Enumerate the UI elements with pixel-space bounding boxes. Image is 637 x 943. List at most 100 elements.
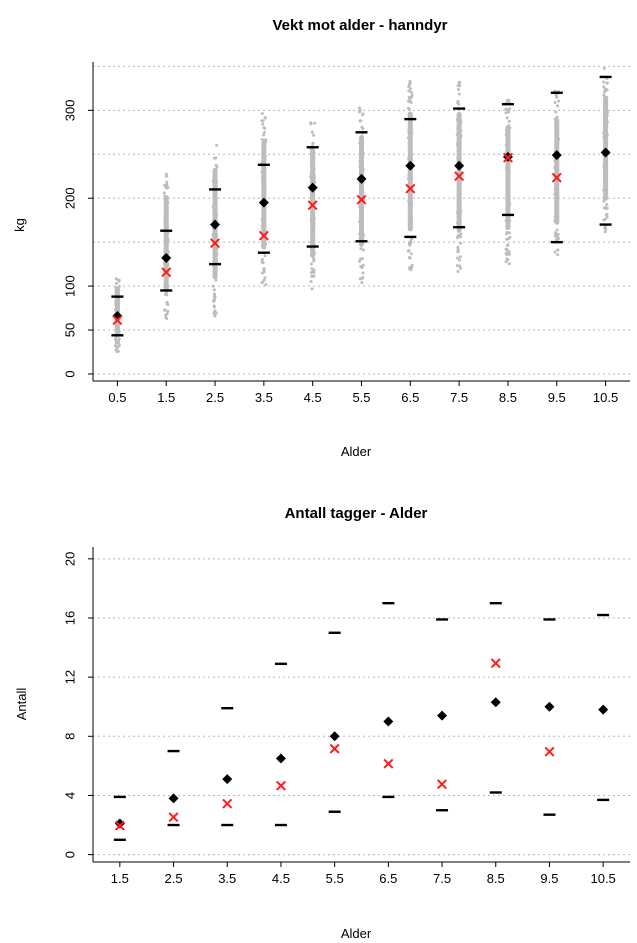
chart-title: Antall tagger - Alder	[285, 505, 428, 522]
raw-observation-point	[115, 305, 119, 309]
raw-observation-point	[213, 202, 217, 206]
raw-observation-point	[505, 141, 509, 145]
raw-observation-point	[603, 205, 607, 209]
raw-observation-point	[409, 268, 413, 272]
raw-observation-point	[309, 164, 313, 168]
raw-observation-point	[361, 233, 365, 237]
raw-observation-point	[163, 239, 167, 243]
raw-observation-point	[263, 143, 267, 147]
mean-marker	[210, 219, 221, 230]
raw-observation-point	[117, 343, 121, 347]
mean-marker	[161, 252, 172, 263]
raw-observation-point	[262, 226, 266, 230]
raw-observation-point	[214, 278, 218, 282]
raw-observation-point	[407, 213, 411, 217]
raw-observation-point	[458, 178, 462, 182]
raw-observation-point	[555, 187, 559, 191]
raw-observation-point	[213, 235, 217, 239]
raw-observation-point	[360, 281, 364, 285]
x-tick-label: 3.5	[255, 390, 273, 405]
raw-observation-point	[602, 135, 606, 139]
raw-observation-point	[361, 138, 365, 142]
raw-observation-point	[603, 188, 607, 192]
raw-observation-point	[408, 192, 412, 196]
raw-observation-point	[263, 223, 267, 227]
raw-observation-point	[262, 278, 266, 282]
raw-observation-point	[163, 220, 167, 224]
mean-marker	[112, 310, 123, 321]
raw-observation-point	[358, 141, 362, 145]
raw-observation-point	[260, 138, 264, 142]
raw-observation-point	[605, 144, 609, 148]
raw-observation-point	[360, 277, 364, 281]
data-marks: × × × × × × × × × ×	[110, 75, 612, 337]
raw-observation-point	[358, 165, 362, 169]
raw-observation-point	[555, 228, 559, 232]
raw-observation-point	[358, 232, 362, 236]
raw-observation-point	[166, 185, 170, 189]
raw-observation-point	[605, 202, 609, 206]
raw-observation-point	[214, 193, 218, 197]
median-marker: ×	[501, 148, 515, 168]
raw-observation-point	[264, 232, 268, 236]
raw-observation-point	[455, 264, 459, 268]
raw-observation-point	[214, 259, 218, 263]
raw-observation-point	[163, 183, 167, 187]
raw-observation-point	[457, 221, 461, 225]
raw-observation-point	[603, 114, 607, 118]
raw-observation-point	[455, 133, 459, 137]
raw-observation-point	[310, 148, 314, 152]
chart-title: Vekt mot alder - hanndyr	[272, 17, 447, 34]
raw-observation-point	[507, 262, 511, 266]
raw-observation-point	[165, 312, 169, 316]
raw-observation-point	[409, 252, 413, 256]
raw-observation-point	[309, 175, 313, 179]
raw-observation-point	[309, 280, 313, 284]
raw-observation-point	[114, 348, 118, 352]
raw-observation-point	[410, 158, 414, 162]
raw-observation-point	[505, 207, 509, 211]
raw-observation-point	[358, 110, 362, 114]
raw-observation-point	[361, 248, 365, 252]
raw-observation-point	[361, 271, 365, 275]
raw-observation-point	[605, 161, 609, 165]
raw-observation-point	[506, 187, 510, 191]
raw-observation-point	[264, 283, 268, 287]
raw-observation-point	[409, 114, 413, 118]
median-marker: ×	[110, 311, 124, 331]
raw-observation-point	[261, 261, 265, 265]
raw-observation-point	[605, 215, 609, 219]
raw-observation-point	[361, 263, 365, 267]
raw-observation-point	[459, 121, 463, 125]
raw-observation-point	[311, 142, 315, 146]
raw-observation-point	[406, 136, 410, 140]
raw-observation-point	[505, 257, 509, 261]
raw-observation-point	[165, 174, 169, 178]
raw-observation-point	[410, 217, 414, 221]
raw-observation-point	[312, 165, 316, 169]
mean-marker	[598, 704, 609, 715]
raw-observation-point	[408, 265, 412, 269]
raw-observation-point	[556, 104, 560, 108]
raw-observation-point	[458, 157, 462, 161]
raw-observation-point	[260, 174, 264, 178]
raw-observation-point	[164, 244, 168, 248]
raw-observation-point	[165, 293, 169, 297]
raw-observation-point	[553, 101, 557, 105]
raw-observation-point	[360, 207, 364, 211]
x-axis-label: Alder	[341, 926, 372, 941]
raw-observation-point	[407, 95, 411, 99]
median-marker: ×	[550, 168, 564, 188]
raw-observation-point	[554, 233, 558, 237]
x-tick-label: 3.5	[218, 871, 236, 886]
raw-observation-point	[114, 281, 118, 285]
raw-observation-point	[553, 250, 557, 254]
raw-observation-point	[166, 263, 170, 267]
raw-observation-point	[361, 167, 365, 171]
raw-observation-point	[506, 203, 510, 207]
mean-marker	[222, 774, 233, 785]
raw-observation-point	[604, 116, 608, 120]
raw-observation-point	[309, 218, 313, 222]
x-tick-label: 1.5	[157, 390, 175, 405]
raw-observation-point	[506, 144, 510, 148]
